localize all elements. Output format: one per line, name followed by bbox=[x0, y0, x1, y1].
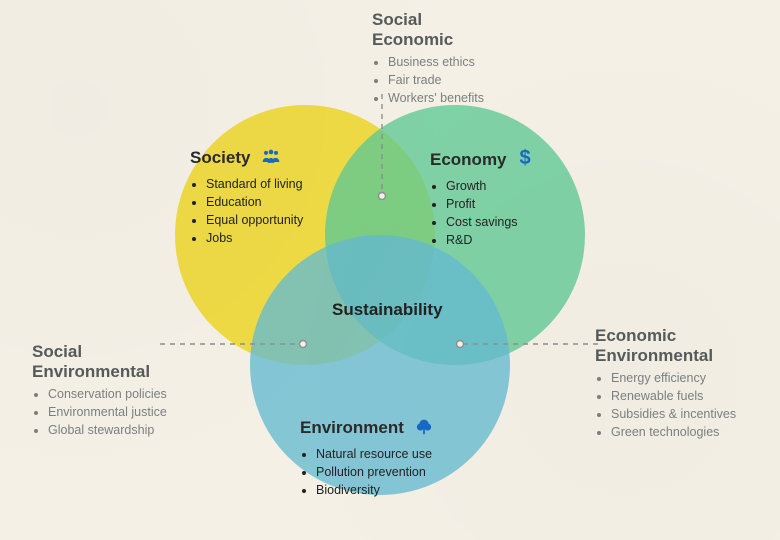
social-economic-title-l1: Social bbox=[372, 10, 422, 29]
list-item: Workers' benefits bbox=[388, 89, 484, 107]
list-item: R&D bbox=[446, 231, 533, 249]
list-item: Environmental justice bbox=[48, 403, 167, 421]
list-item: Equal opportunity bbox=[206, 211, 303, 229]
leader-dot bbox=[457, 341, 464, 348]
list-item: Standard of living bbox=[206, 175, 303, 193]
list-item: Conservation policies bbox=[48, 385, 167, 403]
society-items: Standard of livingEducationEqual opportu… bbox=[190, 175, 303, 248]
economic-environmental-items: Energy efficiencyRenewable fuelsSubsidie… bbox=[595, 369, 736, 442]
economic-environmental-block: Economic Environmental Energy efficiency… bbox=[595, 326, 736, 442]
list-item: Education bbox=[206, 193, 303, 211]
economic-environmental-title-l2: Environmental bbox=[595, 346, 736, 366]
social-environmental-title-l2: Environmental bbox=[32, 362, 167, 382]
society-title: Society bbox=[190, 148, 250, 167]
list-item: Business ethics bbox=[388, 53, 484, 71]
list-item: Jobs bbox=[206, 229, 303, 247]
list-item: Global stewardship bbox=[48, 421, 167, 439]
social-environmental-title-l1: Social bbox=[32, 342, 82, 361]
social-environmental-items: Conservation policiesEnvironmental justi… bbox=[32, 385, 167, 439]
list-item: Subsidies & incentives bbox=[611, 405, 736, 423]
society-block: Society Standard of livingEducationEqual… bbox=[190, 148, 303, 247]
list-item: Growth bbox=[446, 177, 533, 195]
social-environmental-block: Social Environmental Conservation polici… bbox=[32, 342, 167, 439]
list-item: Pollution prevention bbox=[316, 463, 433, 481]
list-item: Energy efficiency bbox=[611, 369, 736, 387]
social-economic-block: Social Economic Business ethicsFair trad… bbox=[372, 10, 484, 107]
list-item: Cost savings bbox=[446, 213, 533, 231]
social-economic-items: Business ethicsFair tradeWorkers' benefi… bbox=[372, 53, 484, 107]
economy-title: Economy bbox=[430, 150, 507, 169]
environment-block: Environment Natural resource usePollutio… bbox=[300, 418, 433, 499]
list-item: Fair trade bbox=[388, 71, 484, 89]
social-economic-title-l2: Economic bbox=[372, 30, 484, 50]
sustainability-venn-diagram: Society Standard of livingEducationEqual… bbox=[0, 0, 780, 540]
economy-block: Economy $ GrowthProfitCost savingsR&D bbox=[430, 148, 533, 249]
list-item: Green technologies bbox=[611, 423, 736, 441]
environment-title: Environment bbox=[300, 418, 404, 437]
list-item: Renewable fuels bbox=[611, 387, 736, 405]
tree-icon bbox=[415, 418, 433, 441]
list-item: Profit bbox=[446, 195, 533, 213]
environment-items: Natural resource usePollution prevention… bbox=[300, 445, 433, 499]
economic-environmental-title-l1: Economic bbox=[595, 326, 676, 345]
economy-items: GrowthProfitCost savingsR&D bbox=[430, 177, 533, 250]
dollar-icon: $ bbox=[517, 148, 533, 173]
leader-dot bbox=[300, 341, 307, 348]
leader-dot bbox=[379, 193, 386, 200]
svg-text:$: $ bbox=[520, 148, 531, 168]
sustainability-center-label: Sustainability bbox=[332, 300, 443, 320]
list-item: Biodiversity bbox=[316, 481, 433, 499]
list-item: Natural resource use bbox=[316, 445, 433, 463]
people-icon bbox=[261, 148, 281, 171]
